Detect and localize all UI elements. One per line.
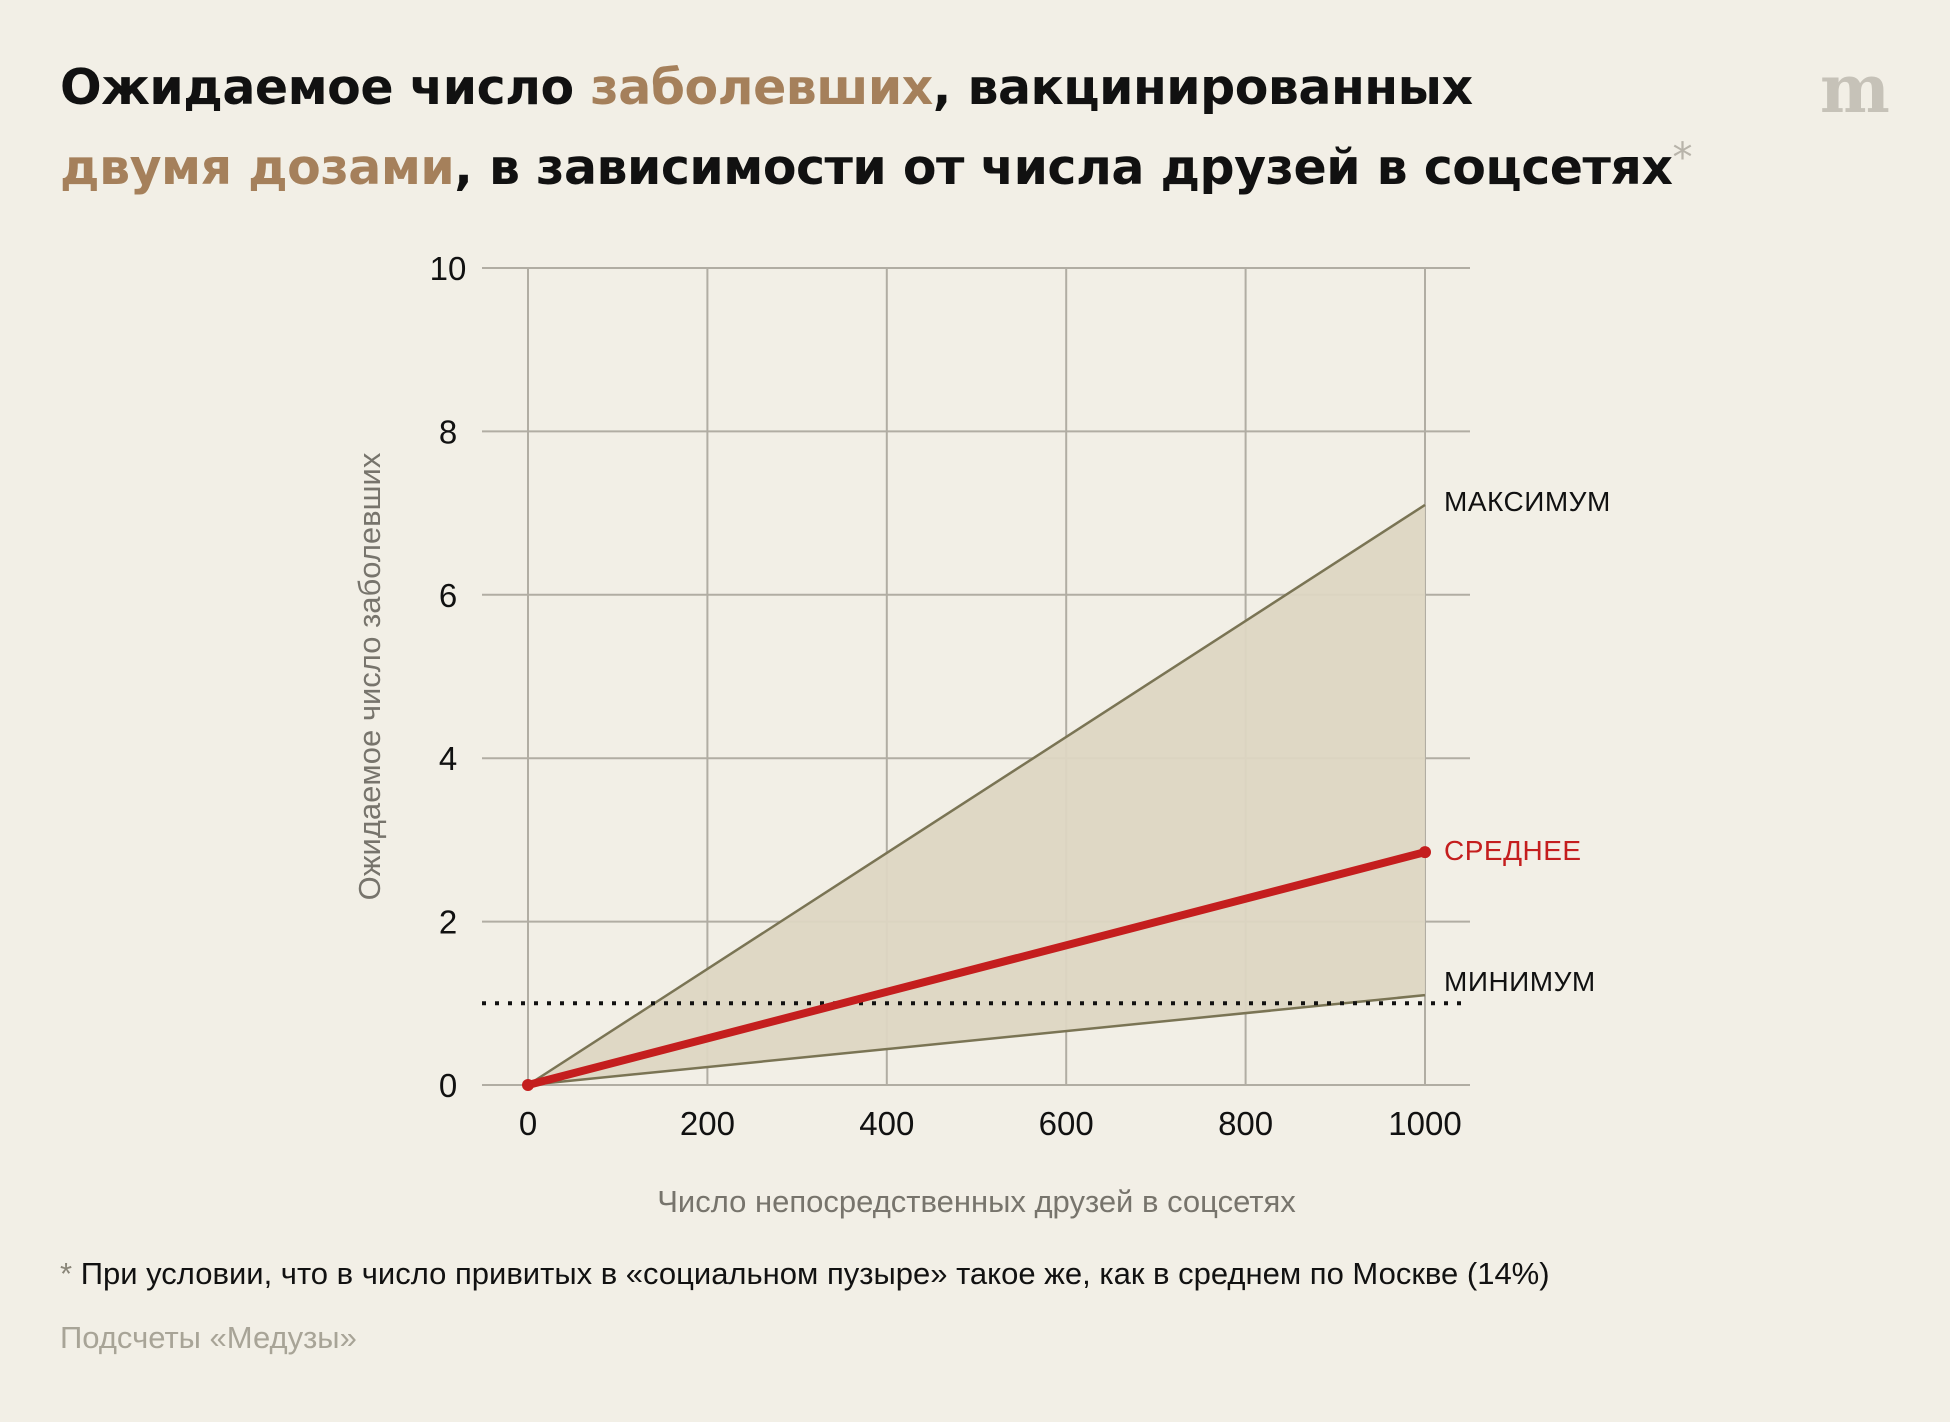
series-line-mean xyxy=(524,848,1429,1089)
title-part-3: , вакцинированных xyxy=(932,59,1473,116)
title-part-5: , в зависимости от числа друзей в соцсет… xyxy=(454,139,1673,196)
chart-title: Ожидаемое число заболевших, вакцинирован… xyxy=(60,48,1740,208)
x-tick-label: 200 xyxy=(680,1105,735,1142)
y-axis-ticks: 0 2 4 6 8 10 xyxy=(430,250,467,1104)
line-chart: 0 200 400 600 800 1000 0 2 4 6 8 10 МАКСИМУМ СРЕДН… xyxy=(352,250,1611,1219)
x-axis-label: Число непосредственных друзей в соцсетях xyxy=(657,1184,1296,1219)
x-axis-ticks: 0 200 400 600 800 1000 xyxy=(519,1105,1462,1142)
y-tick-label: 10 xyxy=(430,250,467,287)
meduza-logo: m xyxy=(1820,50,1890,128)
title-highlight-sick: заболевших xyxy=(590,59,933,116)
title-asterisk: * xyxy=(1672,135,1693,181)
x-tick-label: 0 xyxy=(519,1105,537,1142)
y-axis-label: Ожидаемое число заболевших xyxy=(352,452,387,900)
series-line-minimum xyxy=(527,993,1426,1087)
title-part-1: Ожидаемое число xyxy=(60,59,591,116)
x-tick-label: 800 xyxy=(1218,1105,1273,1142)
title-highlight-two-doses: двумя дозами xyxy=(60,139,455,196)
source-credit: Подсчеты «Медузы» xyxy=(60,1320,357,1355)
y-tick-label: 2 xyxy=(439,904,457,941)
x-tick-label: 1000 xyxy=(1388,1105,1461,1142)
series-line-maximum xyxy=(527,503,1426,1087)
series-label-mean: СРЕДНЕЕ xyxy=(1444,835,1582,866)
y-tick-label: 4 xyxy=(439,740,457,777)
x-tick-label: 600 xyxy=(1039,1105,1094,1142)
series-point-mean-start xyxy=(522,1079,534,1091)
series-label-minimum: МИНИМУМ xyxy=(1444,966,1596,997)
series-label-maximum: МАКСИМУМ xyxy=(1444,486,1611,517)
series-point-mean-end xyxy=(1419,846,1431,859)
y-tick-label: 0 xyxy=(439,1067,457,1104)
footnote-text: При условии, что в число привитых в «соц… xyxy=(72,1256,1550,1291)
footnote: * При условии, что в число привитых в «с… xyxy=(60,1256,1550,1292)
y-tick-label: 8 xyxy=(439,413,457,450)
footnote-asterisk: * xyxy=(60,1256,73,1291)
x-tick-label: 400 xyxy=(859,1105,914,1142)
y-tick-label: 6 xyxy=(439,577,457,614)
